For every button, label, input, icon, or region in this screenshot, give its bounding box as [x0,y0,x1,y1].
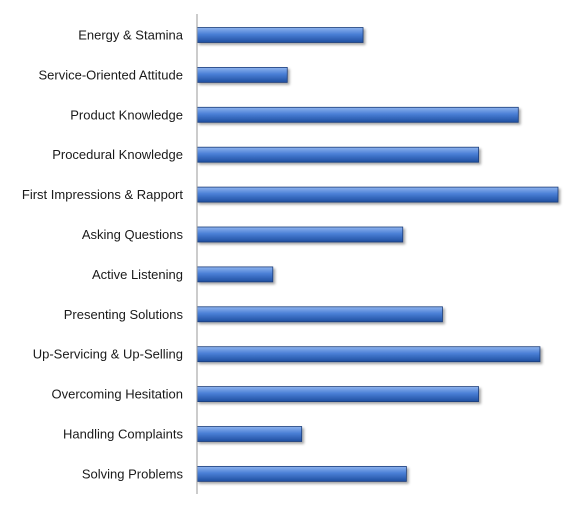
bar [196,266,274,283]
category-label: Presenting Solutions [64,307,184,322]
bar [196,146,479,163]
category-label: Active Listening [92,267,183,282]
bar [196,106,519,123]
bar [196,67,288,83]
category-label: Asking Questions [82,227,184,242]
category-label: Up-Servicing & Up-Selling [33,347,183,362]
category-labels: Energy & Stamina Service-Oriented Attitud… [22,28,184,482]
category-label: First Impressions & Rapport [22,187,183,202]
category-label: Product Knowledge [70,107,183,122]
category-label: Handling Complaints [63,427,183,442]
category-label: Solving Problems [82,466,184,481]
bar [196,465,407,482]
bar [196,186,559,203]
bar [196,27,364,43]
bar [196,346,541,363]
bars [196,27,559,482]
bar [196,426,303,442]
category-label: Energy & Stamina [78,28,184,43]
bar [196,306,443,323]
bar [196,386,479,403]
bar [196,226,404,243]
category-label: Service-Oriented Attitude [38,67,183,82]
category-label: Procedural Knowledge [52,147,183,162]
category-label: Overcoming Hesitation [52,387,184,402]
